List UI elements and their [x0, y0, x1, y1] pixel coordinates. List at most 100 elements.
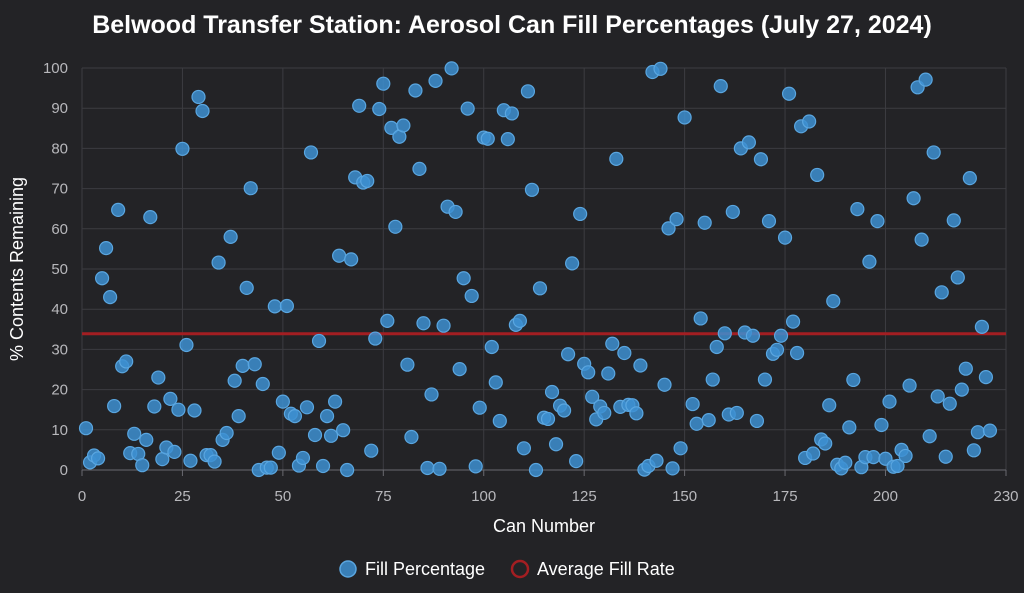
data-point[interactable] — [942, 396, 957, 411]
data-point[interactable] — [685, 396, 700, 412]
data-point[interactable] — [741, 135, 756, 150]
data-point[interactable] — [143, 210, 158, 225]
data-point[interactable] — [139, 432, 154, 447]
legend-item-average-fill-rate[interactable]: Average Fill Rate — [510, 559, 675, 579]
data-point[interactable] — [488, 375, 503, 390]
data-point[interactable] — [697, 215, 712, 230]
data-point[interactable] — [155, 452, 170, 467]
data-point[interactable] — [396, 118, 411, 133]
data-point[interactable] — [749, 413, 765, 429]
data-point[interactable] — [954, 382, 969, 397]
data-point[interactable] — [456, 271, 471, 286]
data-point[interactable] — [171, 402, 186, 417]
data-point[interactable] — [528, 462, 544, 478]
data-point[interactable] — [480, 131, 495, 146]
data-point[interactable] — [424, 387, 439, 402]
data-point[interactable] — [665, 461, 680, 476]
data-point[interactable] — [464, 288, 479, 304]
data-point[interactable] — [436, 318, 451, 333]
data-point[interactable] — [428, 73, 443, 88]
data-point[interactable] — [332, 248, 347, 263]
data-point[interactable] — [416, 316, 431, 331]
data-point[interactable] — [183, 453, 198, 468]
data-point[interactable] — [781, 86, 797, 101]
data-point[interactable] — [693, 311, 708, 326]
data-point[interactable] — [769, 342, 785, 357]
data-point[interactable] — [978, 370, 994, 385]
data-point[interactable] — [544, 384, 560, 400]
data-point[interactable] — [810, 167, 825, 183]
data-point[interactable] — [705, 372, 720, 387]
data-point[interactable] — [581, 365, 596, 380]
data-point[interactable] — [271, 445, 286, 460]
data-point[interactable] — [400, 357, 415, 372]
legend-item-fill-percentage[interactable]: Fill Percentage — [339, 559, 485, 579]
data-point[interactable] — [753, 152, 769, 167]
data-point[interactable] — [789, 345, 805, 361]
data-point[interactable] — [211, 255, 226, 270]
data-point[interactable] — [785, 314, 801, 329]
data-point[interactable] — [922, 429, 937, 444]
data-point[interactable] — [78, 421, 94, 436]
data-point[interactable] — [223, 229, 238, 244]
data-point[interactable] — [874, 417, 889, 433]
data-point[interactable] — [340, 462, 355, 478]
data-point[interactable] — [890, 458, 905, 474]
data-point[interactable] — [938, 449, 953, 464]
data-point[interactable] — [504, 106, 519, 121]
data-point[interactable] — [633, 358, 648, 373]
data-point[interactable] — [934, 285, 949, 300]
data-point[interactable] — [548, 437, 564, 452]
data-point[interactable] — [573, 206, 588, 222]
data-point[interactable] — [315, 458, 331, 474]
data-point[interactable] — [898, 448, 913, 464]
data-point[interactable] — [649, 453, 664, 468]
data-point[interactable] — [247, 357, 262, 372]
data-point[interactable] — [404, 429, 419, 445]
data-point[interactable] — [777, 230, 793, 245]
data-point[interactable] — [135, 458, 150, 473]
data-point[interactable] — [601, 366, 616, 381]
data-point[interactable] — [906, 191, 921, 206]
data-point[interactable] — [617, 345, 632, 361]
data-point[interactable] — [360, 173, 375, 189]
data-point[interactable] — [235, 358, 250, 373]
data-point[interactable] — [561, 347, 576, 362]
data-point[interactable] — [512, 313, 527, 328]
data-point[interactable] — [219, 425, 234, 441]
data-point[interactable] — [540, 411, 556, 427]
data-point[interactable] — [275, 394, 290, 409]
data-point[interactable] — [532, 281, 548, 296]
data-point[interactable] — [657, 377, 672, 392]
data-point[interactable] — [500, 132, 515, 147]
data-point[interactable] — [319, 409, 335, 424]
data-point[interactable] — [207, 454, 222, 469]
data-point[interactable] — [412, 161, 427, 177]
data-point[interactable] — [444, 61, 459, 76]
data-point[interactable] — [946, 213, 961, 228]
data-point[interactable] — [267, 299, 282, 314]
data-point[interactable] — [484, 339, 499, 355]
data-point[interactable] — [605, 336, 620, 351]
data-point[interactable] — [822, 398, 837, 413]
data-point[interactable] — [516, 441, 532, 456]
data-point[interactable] — [303, 145, 319, 160]
data-point[interactable] — [111, 202, 126, 218]
data-point[interactable] — [882, 394, 897, 409]
data-point[interactable] — [147, 399, 162, 414]
data-point[interactable] — [870, 214, 885, 229]
data-point[interactable] — [556, 403, 572, 418]
data-point[interactable] — [151, 370, 166, 385]
data-point[interactable] — [103, 290, 118, 305]
data-point[interactable] — [163, 391, 178, 406]
data-point[interactable] — [376, 76, 391, 91]
data-point[interactable] — [175, 141, 190, 156]
data-point[interactable] — [902, 378, 917, 393]
data-point[interactable] — [673, 441, 688, 456]
data-point[interactable] — [970, 425, 985, 440]
data-point[interactable] — [372, 101, 387, 117]
data-point[interactable] — [745, 328, 761, 343]
data-point[interactable] — [565, 256, 580, 271]
data-point[interactable] — [520, 84, 536, 99]
data-point[interactable] — [918, 72, 933, 87]
